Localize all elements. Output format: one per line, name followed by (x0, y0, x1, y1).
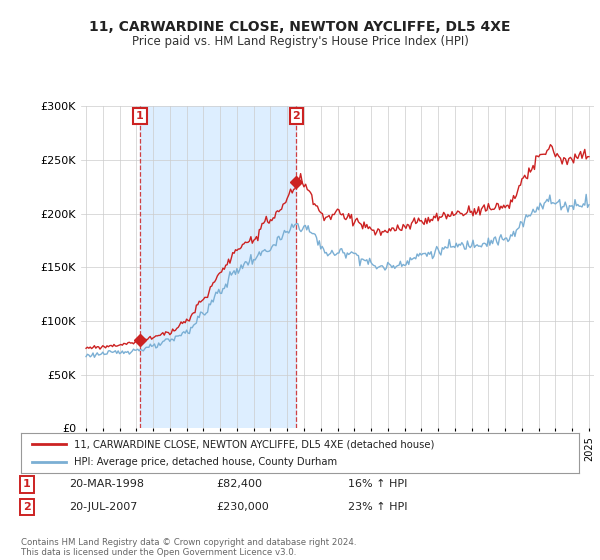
Text: 2: 2 (23, 502, 31, 512)
Text: £82,400: £82,400 (216, 479, 262, 489)
Bar (140, 106, 296, 428)
Text: £230,000: £230,000 (216, 502, 269, 512)
Text: 1: 1 (23, 479, 31, 489)
Text: 20-JUL-2007: 20-JUL-2007 (69, 502, 137, 512)
Text: Price paid vs. HM Land Registry's House Price Index (HPI): Price paid vs. HM Land Registry's House … (131, 35, 469, 48)
Text: 23% ↑ HPI: 23% ↑ HPI (348, 502, 407, 512)
Text: 11, CARWARDINE CLOSE, NEWTON AYCLIFFE, DL5 4XE (detached house): 11, CARWARDINE CLOSE, NEWTON AYCLIFFE, D… (74, 439, 434, 449)
Text: 1: 1 (136, 111, 144, 121)
Text: 16% ↑ HPI: 16% ↑ HPI (348, 479, 407, 489)
Text: 20-MAR-1998: 20-MAR-1998 (69, 479, 144, 489)
Text: 11, CARWARDINE CLOSE, NEWTON AYCLIFFE, DL5 4XE: 11, CARWARDINE CLOSE, NEWTON AYCLIFFE, D… (89, 20, 511, 34)
Text: Contains HM Land Registry data © Crown copyright and database right 2024.
This d: Contains HM Land Registry data © Crown c… (21, 538, 356, 557)
Text: 2: 2 (293, 111, 301, 121)
Text: HPI: Average price, detached house, County Durham: HPI: Average price, detached house, Coun… (74, 457, 337, 467)
